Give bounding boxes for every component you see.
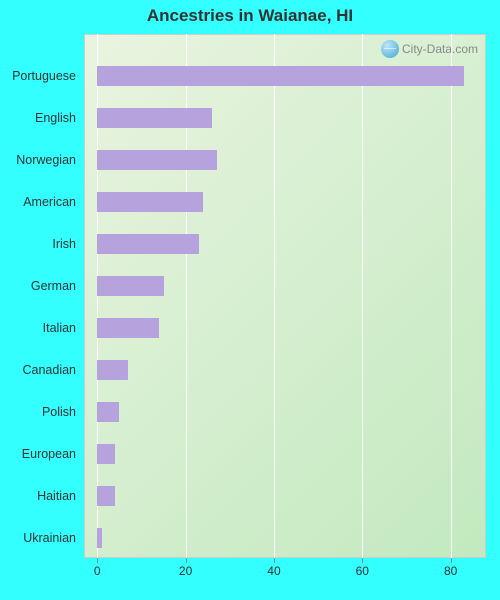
bar: [97, 150, 216, 170]
y-category-label: Haitian: [0, 486, 82, 506]
attribution: City-Data.com: [381, 40, 478, 58]
bar: [97, 108, 212, 128]
bar: [97, 486, 115, 506]
y-category-label: English: [0, 108, 82, 128]
y-category-label: Ukrainian: [0, 528, 82, 548]
y-category-label: Polish: [0, 402, 82, 422]
chart-canvas: Ancestries in Waianae, HI City-Data.com …: [0, 0, 500, 600]
bar: [97, 192, 203, 212]
y-category-label: Italian: [0, 318, 82, 338]
bar: [97, 66, 464, 86]
bar: [97, 444, 115, 464]
globe-icon: [381, 40, 399, 58]
x-tick-label: 20: [179, 564, 192, 578]
x-tick: [451, 558, 452, 563]
x-tick-label: 40: [267, 564, 280, 578]
x-tick-label: 80: [444, 564, 457, 578]
bar: [97, 276, 163, 296]
grid-line: [274, 34, 275, 558]
y-category-label: German: [0, 276, 82, 296]
y-category-label: Canadian: [0, 360, 82, 380]
x-tick-label: 60: [356, 564, 369, 578]
y-category-label: Norwegian: [0, 150, 82, 170]
attribution-text: City-Data.com: [402, 42, 478, 56]
x-tick: [274, 558, 275, 563]
grid-line: [451, 34, 452, 558]
bar: [97, 234, 199, 254]
bar: [97, 360, 128, 380]
bar: [97, 318, 159, 338]
x-tick: [362, 558, 363, 563]
y-category-label: Irish: [0, 234, 82, 254]
grid-line: [362, 34, 363, 558]
x-tick-label: 0: [94, 564, 101, 578]
x-tick: [97, 558, 98, 563]
bar: [97, 402, 119, 422]
chart-title: Ancestries in Waianae, HI: [0, 6, 500, 26]
y-category-label: Portuguese: [0, 66, 82, 86]
x-tick: [186, 558, 187, 563]
bar: [97, 528, 101, 548]
plot-area: City-Data.com: [84, 34, 486, 558]
y-category-label: American: [0, 192, 82, 212]
y-category-label: European: [0, 444, 82, 464]
